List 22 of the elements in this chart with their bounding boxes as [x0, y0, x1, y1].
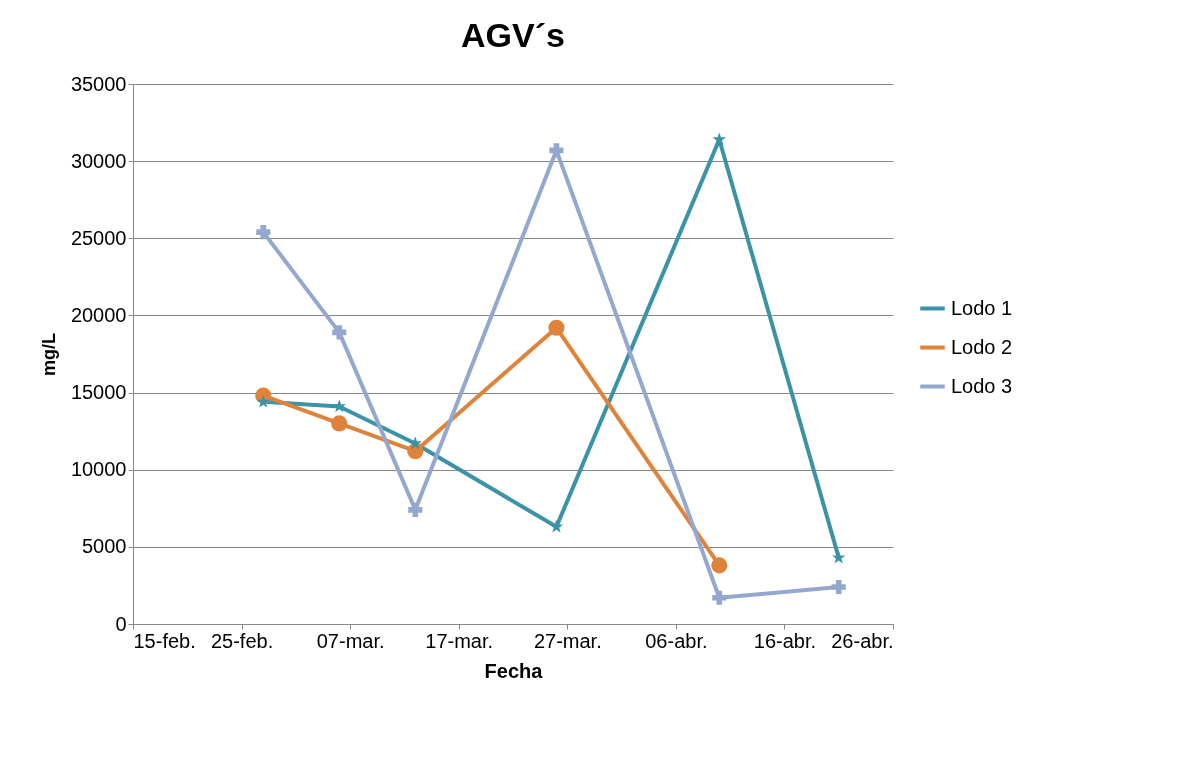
- chart-title: AGV´s: [461, 16, 565, 54]
- y-tick-label: 5000: [82, 535, 127, 558]
- y-tick-label: 35000: [70, 72, 127, 95]
- y-tick-label: 10000: [70, 458, 127, 481]
- y-tick-label: 20000: [70, 303, 127, 326]
- x-tick-label: 27-mar.: [533, 629, 602, 652]
- x-tick-label: 15-feb.: [133, 629, 196, 652]
- x-axis-title: Fecha: [484, 659, 544, 682]
- x-tick-label: 07-mar.: [316, 629, 385, 652]
- x-tick-label: 17-mar.: [425, 629, 494, 652]
- x-tick-label: 25-feb.: [210, 629, 274, 652]
- y-tick-label: 30000: [70, 149, 127, 172]
- x-tick-label: 26-abr.: [831, 629, 894, 652]
- legend-label: Lodo 3: [951, 374, 1013, 397]
- y-axis-title: mg/L: [38, 333, 59, 376]
- legend-label: Lodo 2: [951, 335, 1013, 358]
- x-tick-label: 16-abr.: [753, 629, 817, 652]
- y-tick-label: 15000: [70, 381, 127, 404]
- x-tick-label: 06-abr.: [645, 629, 708, 652]
- y-tick-label: 0: [115, 612, 127, 635]
- y-tick-label: 25000: [70, 226, 127, 249]
- legend-label: Lodo 1: [951, 296, 1013, 319]
